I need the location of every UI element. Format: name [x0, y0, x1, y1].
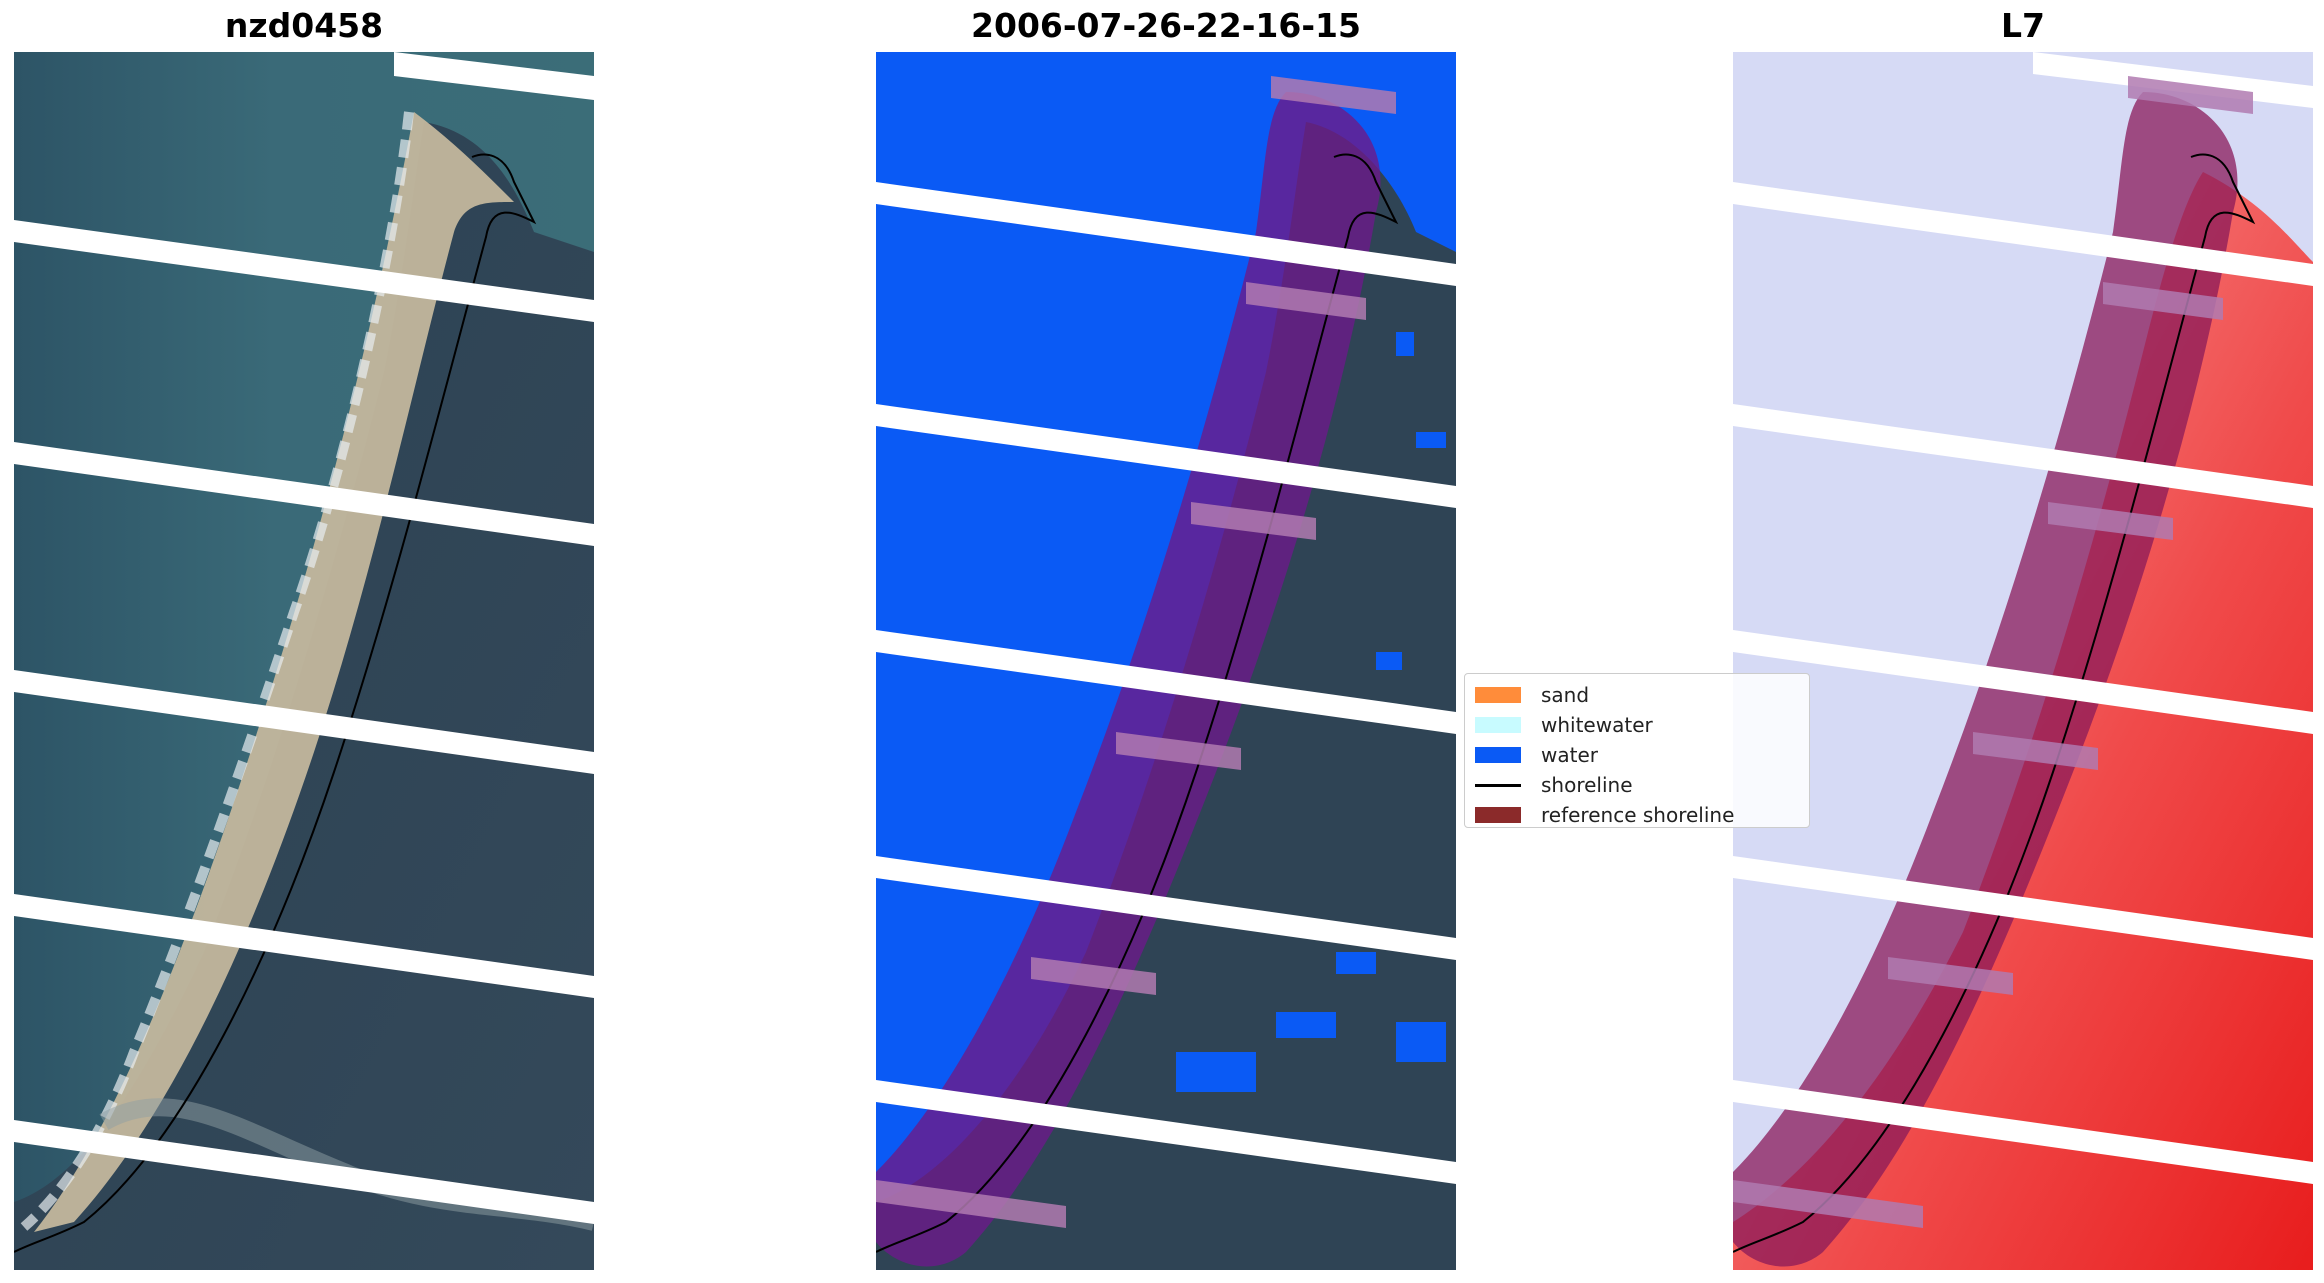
legend-label: reference shoreline [1541, 803, 1735, 827]
legend-item-water: water [1475, 740, 1799, 770]
water-swatch [1475, 747, 1521, 763]
buffer-gap-overlay [876, 76, 1396, 1228]
reference-shoreline-swatch [1475, 807, 1521, 823]
sand-swatch [1475, 687, 1521, 703]
classification-image [876, 52, 1456, 1270]
panel-title-classification: 2006-07-26-22-16-15 [971, 6, 1361, 45]
index-panel [1733, 52, 2313, 1270]
panel-title-rgb: nzd0458 [224, 6, 384, 45]
water-pixels-inland [1176, 332, 1446, 1092]
panel-title-index: L7 [2001, 6, 2045, 45]
buffer-gap-overlay [1733, 76, 2253, 1228]
shoreline-line-swatch [1475, 783, 1521, 787]
legend-label: shoreline [1541, 773, 1633, 797]
legend-label: sand [1541, 683, 1590, 707]
legend-label: whitewater [1541, 713, 1653, 737]
rgb-satellite-image [14, 52, 594, 1270]
detected-shoreline [14, 153, 537, 1253]
legend-item-shoreline: shoreline [1475, 770, 1799, 800]
sand-beach [34, 112, 514, 1232]
legend-item-sand: sand [1475, 680, 1799, 710]
whitewater-swatch [1475, 717, 1521, 733]
classification-panel [876, 52, 1456, 1270]
legend-label: water [1541, 743, 1598, 767]
scan-line-gaps [14, 52, 594, 1224]
legend-item-whitewater: whitewater [1475, 710, 1799, 740]
scan-line-gaps [876, 182, 1456, 1184]
index-image [1733, 52, 2313, 1270]
legend: sand whitewater water shoreline referenc… [1464, 673, 1810, 828]
legend-item-reference-shoreline: reference shoreline [1475, 800, 1799, 830]
rgb-image-panel [14, 52, 594, 1270]
